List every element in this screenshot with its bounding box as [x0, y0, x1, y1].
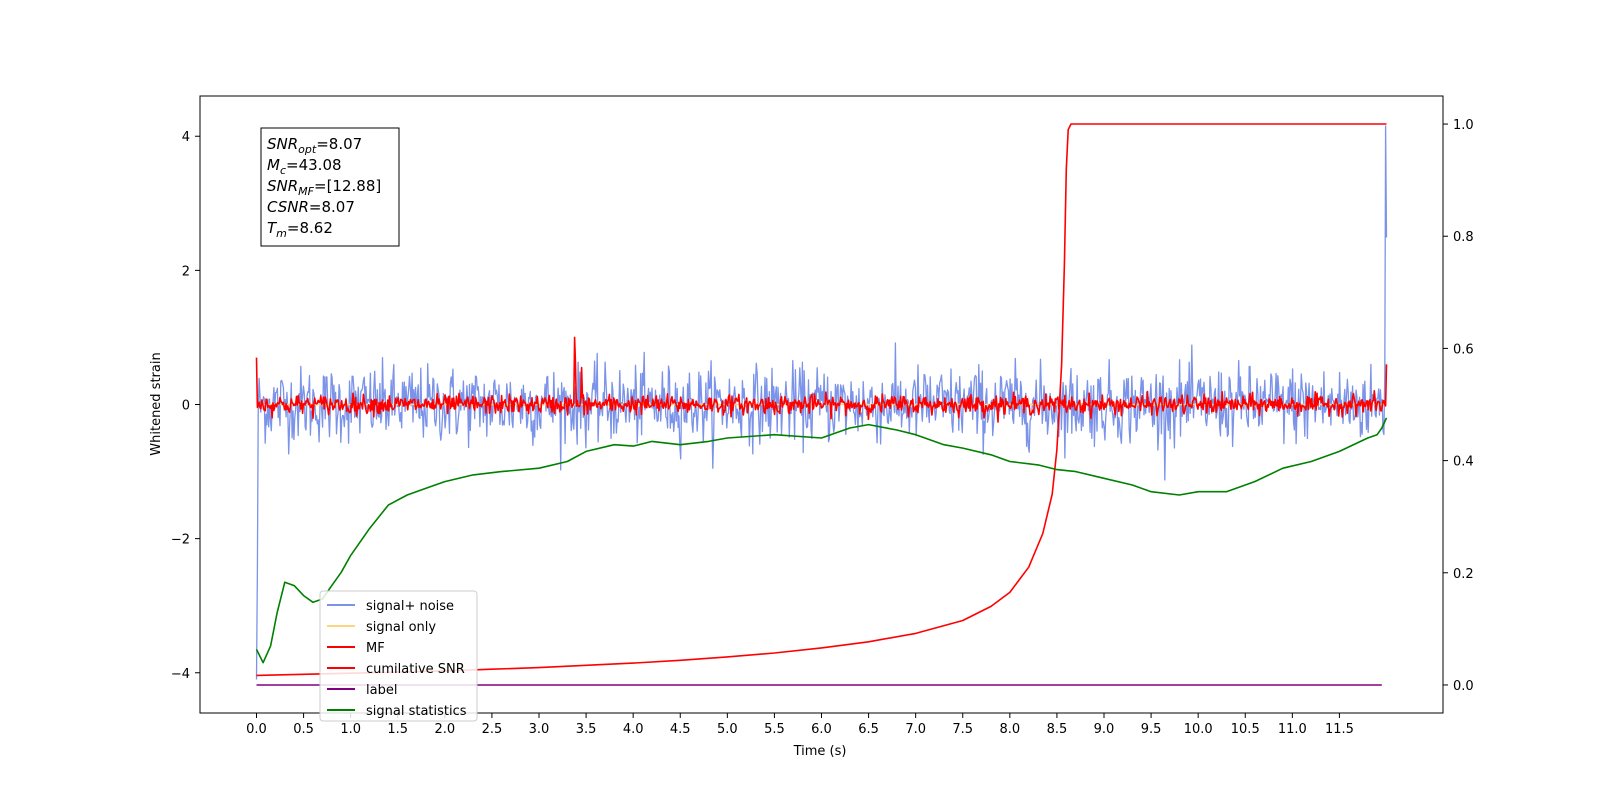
legend-label: MF — [366, 641, 385, 656]
stats-value: =8.62 — [287, 219, 333, 237]
x-tick-label: 10.0 — [1184, 722, 1213, 737]
x-tick-label: 6.5 — [858, 722, 879, 737]
x-tick-label: 5.0 — [717, 722, 738, 737]
x-tick-label: 8.0 — [999, 722, 1020, 737]
y-right-tick-label: 0.4 — [1453, 455, 1474, 470]
legend-label: signal statistics — [366, 704, 467, 719]
x-tick-label: 1.5 — [387, 722, 408, 737]
x-tick-label: 10.5 — [1231, 722, 1260, 737]
x-tick-label: 0.0 — [246, 722, 267, 737]
stats-symbol: CSNR — [267, 198, 309, 216]
x-tick-label: 0.5 — [293, 722, 314, 737]
legend-label: signal+ noise — [366, 599, 454, 614]
x-tick-label: 6.0 — [811, 722, 832, 737]
y-right-tick-label: 0.6 — [1453, 342, 1474, 357]
x-axis-label: Time (s) — [793, 744, 847, 759]
legend-label: signal only — [366, 620, 436, 635]
x-tick-label: 7.0 — [905, 722, 926, 737]
stats-line: SNRMF=[12.88] — [267, 177, 381, 198]
stats-line: CSNR=8.07 — [267, 198, 355, 216]
stats-box-frame — [260, 127, 400, 247]
series-line-2 — [255, 336, 1388, 423]
y-left-tick-label: 2 — [182, 264, 190, 279]
series-line-5 — [255, 417, 1388, 664]
x-tick-label: 2.5 — [482, 722, 503, 737]
stats-subscript: m — [276, 227, 287, 240]
x-tick-label: 3.0 — [529, 722, 550, 737]
stats-subscript: MF — [298, 185, 314, 198]
x-tick-label: 8.5 — [1047, 722, 1068, 737]
x-tick-label: 5.5 — [764, 722, 785, 737]
x-axis: 0.0 0.5 1.0 1.5 2.0 2.5 3.0 3.5 4.0 4.5 5.0 5.5 6.0 6… — [246, 713, 1354, 737]
stats-symbol: T — [267, 219, 278, 237]
stats-line: SNRopt=8.07 — [267, 135, 362, 156]
x-tick-label: 1.0 — [340, 722, 361, 737]
stats-value: =8.07 — [309, 198, 355, 216]
x-tick-label: 2.0 — [434, 722, 455, 737]
stats-box: SNRopt=8.07Mc=43.08SNRMF=[12.88]CSNR=8.0… — [260, 127, 400, 247]
y-right-tick-label: 0.2 — [1453, 567, 1474, 582]
x-tick-label: 4.5 — [670, 722, 691, 737]
stats-subscript: opt — [298, 143, 317, 156]
stats-line: Mc=43.08 — [267, 156, 342, 177]
stats-line: Tm=8.62 — [267, 219, 333, 240]
stats-value: =[12.88] — [314, 177, 381, 195]
stats-symbol: SNR — [267, 135, 298, 153]
legend-label: label — [366, 683, 397, 698]
y-left-tick-label: −4 — [171, 667, 190, 682]
x-tick-label: 9.5 — [1141, 722, 1162, 737]
legend-label: cumilative SNR — [366, 662, 465, 677]
series-line-0 — [255, 125, 1388, 680]
y-left-tick-label: 4 — [182, 130, 190, 145]
x-tick-label: 4.0 — [623, 722, 644, 737]
y-left-tick-label: −2 — [171, 533, 190, 548]
x-tick-label: 9.0 — [1094, 722, 1115, 737]
y-right-tick-label: 0.8 — [1453, 230, 1474, 245]
stats-subscript: c — [280, 164, 286, 177]
y-right-tick-label: 0.0 — [1453, 679, 1474, 694]
y-right-tick-label: 1.0 — [1453, 118, 1474, 133]
stats-symbol: M — [267, 156, 280, 174]
x-tick-label: 11.5 — [1325, 722, 1354, 737]
legend: signal+ noise signal only MF cumilative SNR… — [319, 590, 478, 722]
stats-value: =43.08 — [286, 156, 342, 174]
y-axis-right: 0.0 0.2 0.4 0.6 0.8 1.0 — [1443, 118, 1474, 694]
stats-value: =8.07 — [316, 135, 362, 153]
x-tick-label: 7.5 — [952, 722, 973, 737]
y-axis-left: −4 −2 0 2 4 — [171, 130, 200, 682]
x-tick-label: 11.0 — [1278, 722, 1307, 737]
y-left-tick-label: 0 — [182, 399, 190, 414]
x-tick-label: 3.5 — [576, 722, 597, 737]
stats-symbol: SNR — [267, 177, 298, 195]
y-axis-label: Whitened strain — [149, 352, 164, 455]
legend-frame — [319, 590, 478, 722]
